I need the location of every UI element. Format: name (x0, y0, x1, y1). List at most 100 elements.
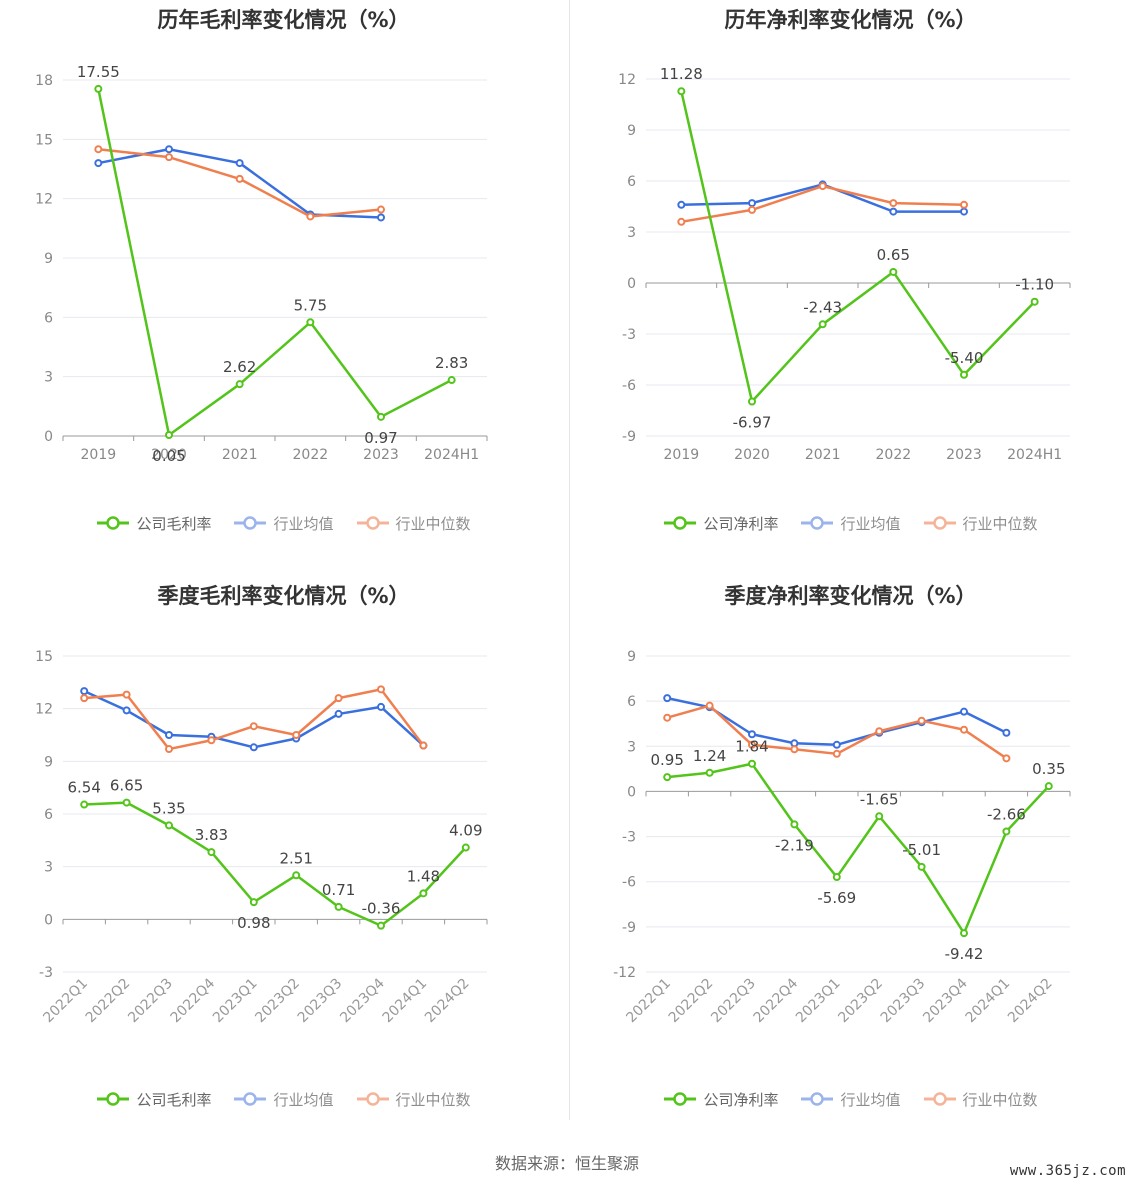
data-point[interactable] (832, 749, 841, 758)
data-point[interactable] (334, 709, 343, 718)
data-point[interactable] (748, 205, 756, 214)
data-point[interactable] (960, 707, 968, 716)
data-point[interactable] (875, 727, 884, 736)
data-point[interactable] (122, 798, 131, 807)
data-point[interactable] (889, 267, 898, 276)
legend-item-median[interactable]: 行业中位数 (356, 1089, 471, 1110)
quarterly-net-margin-chart: 9630-3-6-9-122022Q12022Q22022Q32022Q4202… (613, 649, 1071, 1026)
data-point[interactable] (677, 87, 686, 96)
legend-item-median[interactable]: 行业中位数 (923, 1089, 1038, 1110)
data-point[interactable] (334, 902, 343, 911)
data-point[interactable] (249, 898, 258, 907)
data-point[interactable] (960, 370, 968, 379)
data-point[interactable] (748, 397, 756, 406)
data-point[interactable] (1002, 728, 1011, 737)
data-point[interactable] (122, 690, 131, 699)
data-point[interactable] (748, 740, 756, 749)
data-point[interactable] (663, 713, 672, 722)
data-point[interactable] (94, 145, 103, 154)
data-point[interactable] (377, 702, 385, 711)
data-point[interactable] (292, 871, 301, 880)
data-point[interactable] (677, 200, 686, 209)
y-tick-label: -3 (39, 965, 53, 981)
data-point[interactable] (889, 199, 898, 208)
legend-item-company[interactable]: 公司毛利率 (96, 1089, 211, 1110)
legend-item-company[interactable]: 公司净利率 (663, 1089, 778, 1110)
data-point[interactable] (748, 759, 756, 768)
data-point[interactable] (818, 320, 827, 329)
data-point[interactable] (377, 205, 385, 214)
data-point[interactable] (249, 743, 258, 752)
data-point[interactable] (235, 174, 244, 183)
x-tick-label: 2024H1 (424, 447, 479, 463)
legend-item-median[interactable]: 行业中位数 (923, 513, 1038, 534)
data-point[interactable] (875, 812, 884, 821)
data-point[interactable] (94, 159, 103, 168)
data-point[interactable] (165, 145, 173, 154)
data-point[interactable] (832, 740, 841, 749)
data-point[interactable] (377, 213, 385, 222)
data-point[interactable] (1002, 827, 1011, 836)
data-point[interactable] (122, 706, 131, 715)
data-point[interactable] (377, 412, 385, 421)
data-point[interactable] (818, 182, 827, 191)
data-point[interactable] (80, 800, 89, 809)
data-point[interactable] (677, 217, 686, 226)
data-point[interactable] (1002, 754, 1011, 763)
legend-item-median[interactable]: 行业中位数 (356, 513, 471, 534)
data-point[interactable] (207, 736, 216, 745)
legend-label: 行业均值 (840, 1090, 901, 1109)
legend-item-avg[interactable]: 行业均值 (800, 1089, 901, 1110)
data-point[interactable] (1044, 782, 1053, 791)
data-point[interactable] (235, 159, 244, 168)
data-point[interactable] (917, 716, 926, 725)
data-point[interactable] (306, 212, 315, 221)
data-point[interactable] (1030, 297, 1039, 306)
legend-median-icon (356, 1092, 389, 1106)
data-point[interactable] (249, 722, 258, 731)
data-point[interactable] (80, 687, 89, 696)
data-point[interactable] (960, 200, 968, 209)
legend-company-icon (664, 1092, 697, 1106)
data-point[interactable] (790, 745, 799, 754)
legend-item-company[interactable]: 公司毛利率 (96, 513, 211, 534)
data-point[interactable] (377, 685, 385, 694)
legend-item-avg[interactable]: 行业均值 (233, 1089, 334, 1110)
data-point[interactable] (377, 921, 385, 930)
data-point[interactable] (94, 84, 103, 93)
legend-item-avg[interactable]: 行业均值 (233, 513, 334, 534)
data-point[interactable] (663, 773, 672, 782)
data-point[interactable] (960, 929, 968, 938)
data-point[interactable] (832, 873, 841, 882)
data-point[interactable] (419, 889, 428, 898)
data-point[interactable] (334, 694, 343, 703)
data-point[interactable] (80, 694, 89, 703)
data-point[interactable] (306, 318, 315, 327)
data-point[interactable] (705, 701, 714, 710)
data-point[interactable] (207, 848, 216, 857)
data-point[interactable] (419, 741, 428, 750)
data-point[interactable] (705, 768, 714, 777)
data-point[interactable] (447, 376, 456, 385)
legend-label: 行业均值 (273, 514, 334, 533)
legend-item-company[interactable]: 公司净利率 (663, 513, 778, 534)
data-label: 2.62 (223, 358, 256, 376)
data-point[interactable] (889, 207, 898, 216)
series-line (667, 762, 1050, 935)
legend-item-avg[interactable]: 行业均值 (800, 513, 901, 534)
data-point[interactable] (165, 821, 173, 830)
data-point[interactable] (960, 725, 968, 734)
data-point[interactable] (235, 380, 244, 389)
data-point[interactable] (165, 431, 173, 440)
data-point[interactable] (165, 731, 173, 739)
data-point[interactable] (790, 820, 799, 829)
data-point[interactable] (292, 731, 301, 739)
data-point[interactable] (165, 153, 173, 162)
data-point[interactable] (663, 694, 672, 703)
data-point[interactable] (917, 862, 926, 871)
data-point[interactable] (748, 730, 756, 739)
data-point[interactable] (960, 207, 968, 216)
data-point[interactable] (461, 843, 470, 852)
data-point[interactable] (165, 745, 173, 754)
data-point[interactable] (748, 199, 756, 208)
